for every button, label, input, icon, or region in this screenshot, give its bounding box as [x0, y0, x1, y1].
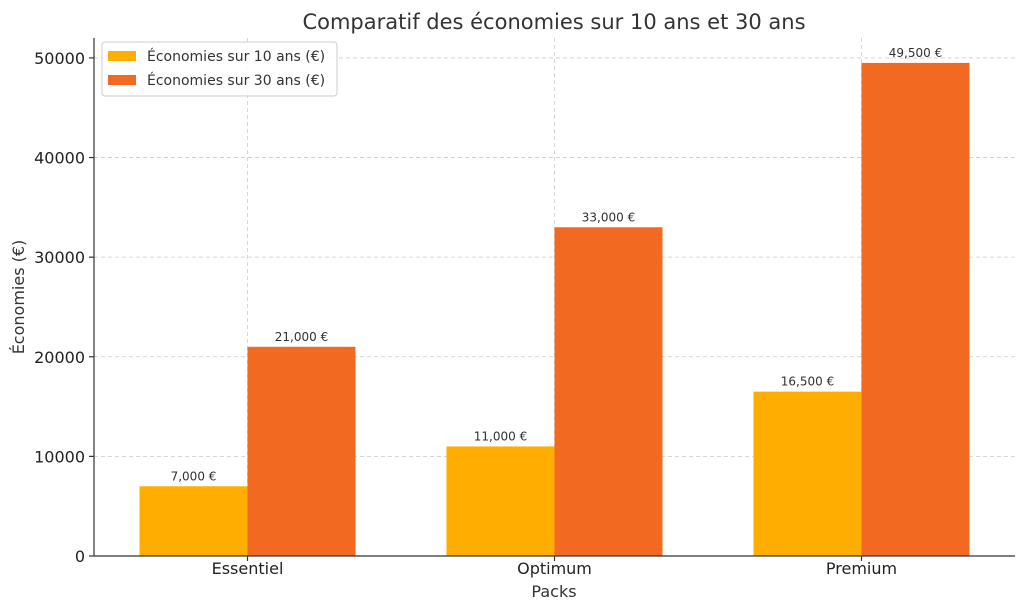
bar-30-ans-essentiel [247, 346, 356, 556]
x-tick-label: Essentiel [212, 559, 284, 578]
x-tick-label: Optimum [517, 559, 592, 578]
data-label: 33,000 € [582, 210, 635, 224]
y-tick-label: 30000 [34, 248, 85, 267]
data-label: 16,500 € [781, 375, 834, 389]
y-tick-label: 0 [75, 547, 85, 566]
axes-layer: 0 10000 20000 30000 40000 50000 Essentiel Optim… [34, 38, 1015, 578]
bar-30-ans-premium [861, 62, 970, 557]
bar-10-ans-optimum [446, 446, 555, 556]
data-label: 11,000 € [474, 429, 527, 443]
legend: Économies sur 10 ans (€) Économies sur 3… [101, 41, 338, 97]
y-axis-label: Économies (€) [9, 240, 28, 355]
legend-label-10-ans: Économies sur 10 ans (€) [147, 48, 325, 65]
y-tick-label: 20000 [34, 348, 85, 367]
chart-title: Comparatif des économies sur 10 ans et 3… [302, 10, 805, 34]
legend-label-30-ans: Économies sur 30 ans (€) [147, 72, 325, 89]
y-tick-label: 50000 [34, 49, 85, 68]
data-label: 7,000 € [171, 469, 217, 483]
data-label: 49,500 € [889, 46, 942, 60]
data-label: 21,000 € [275, 330, 328, 344]
legend-swatch-10-ans [108, 51, 136, 61]
bar-10-ans-premium [753, 391, 862, 556]
y-tick-label: 10000 [34, 447, 85, 466]
bar-30-ans-optimum [554, 227, 663, 556]
x-tick-label: Premium [826, 559, 897, 578]
y-tick-label: 40000 [34, 149, 85, 168]
legend-swatch-30-ans [108, 75, 136, 85]
bars-layer [139, 62, 970, 557]
bar-10-ans-essentiel [139, 486, 248, 556]
legend-box [101, 41, 338, 97]
x-axis-label: Packs [531, 582, 576, 601]
data-labels-layer: 7,000 € 11,000 € 16,500 € 21,000 € 33,000 € 4… [171, 46, 943, 483]
